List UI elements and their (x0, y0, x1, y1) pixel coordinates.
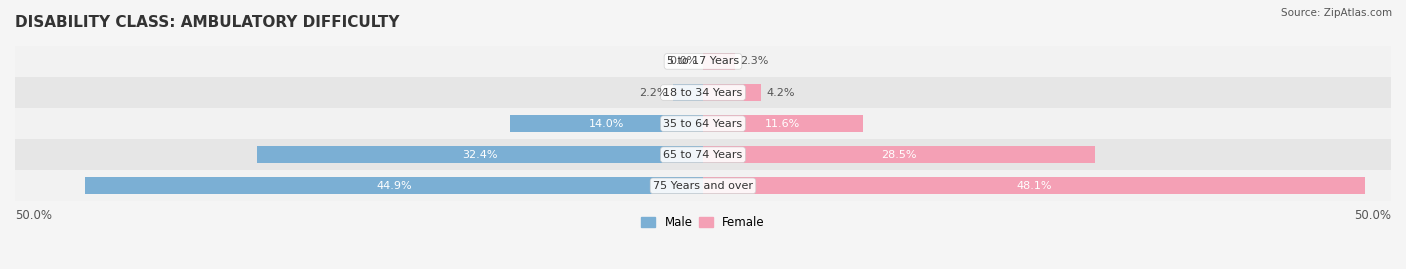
Text: 2.3%: 2.3% (740, 56, 769, 66)
Text: 11.6%: 11.6% (765, 119, 800, 129)
Text: 14.0%: 14.0% (589, 119, 624, 129)
Text: 48.1%: 48.1% (1017, 181, 1052, 191)
Bar (672, 84, 703, 101)
Text: 0.0%: 0.0% (669, 56, 697, 66)
Bar (15, 108, 1391, 139)
Bar (15, 46, 1391, 77)
Bar (703, 53, 735, 70)
Text: Source: ZipAtlas.com: Source: ZipAtlas.com (1281, 8, 1392, 18)
Bar (703, 177, 1365, 194)
Bar (86, 177, 703, 194)
Bar (703, 146, 1095, 163)
Bar (703, 115, 863, 132)
Text: 75 Years and over: 75 Years and over (652, 181, 754, 191)
Text: 50.0%: 50.0% (15, 209, 52, 222)
Text: 32.4%: 32.4% (463, 150, 498, 160)
Text: 65 to 74 Years: 65 to 74 Years (664, 150, 742, 160)
Bar (703, 84, 761, 101)
Text: 44.9%: 44.9% (377, 181, 412, 191)
Text: 18 to 34 Years: 18 to 34 Years (664, 87, 742, 98)
Text: 4.2%: 4.2% (766, 87, 794, 98)
Legend: Male, Female: Male, Female (637, 212, 769, 234)
Bar (15, 139, 1391, 170)
Text: DISABILITY CLASS: AMBULATORY DIFFICULTY: DISABILITY CLASS: AMBULATORY DIFFICULTY (15, 15, 399, 30)
Text: 5 to 17 Years: 5 to 17 Years (666, 56, 740, 66)
Bar (15, 77, 1391, 108)
Bar (15, 170, 1391, 201)
Text: 50.0%: 50.0% (1354, 209, 1391, 222)
Bar (257, 146, 703, 163)
Text: 28.5%: 28.5% (882, 150, 917, 160)
Bar (510, 115, 703, 132)
Text: 35 to 64 Years: 35 to 64 Years (664, 119, 742, 129)
Text: 2.2%: 2.2% (638, 87, 668, 98)
